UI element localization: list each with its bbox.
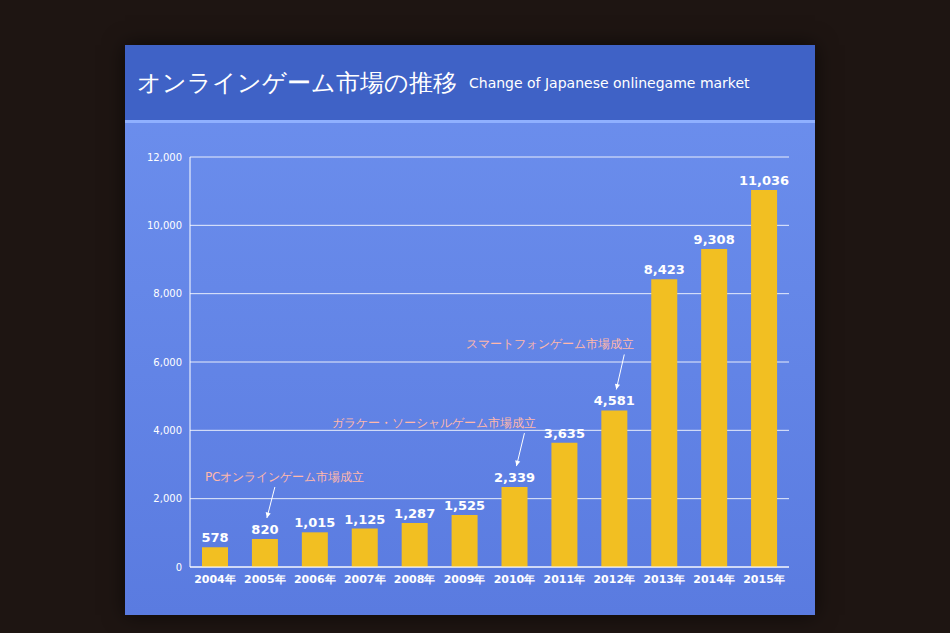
html-text:Change of Japanese onlinegame: Change of Japanese onlinegame market [469,74,750,91]
svg-text:3,635: 3,635 [544,426,585,441]
svg-text:2,000: 2,000 [153,493,182,504]
svg-text:2015年: 2015年 [743,573,785,586]
svg-text:スマートフォンゲーム市場成立: スマートフォンゲーム市場成立 [466,337,634,351]
svg-text:12,000: 12,000 [147,152,182,163]
html-text:オンラインゲーム市場の推移: オンラインゲーム市場の推移 [137,68,457,97]
svg-text:2012年: 2012年 [593,573,635,586]
svg-text:2006年: 2006年 [294,573,336,586]
svg-text:1,287: 1,287 [394,506,435,521]
svg-text:2009年: 2009年 [444,573,486,586]
svg-text:8,423: 8,423 [644,262,685,277]
svg-text:820: 820 [251,522,278,537]
svg-text:4,581: 4,581 [594,393,635,408]
svg-text:11,036: 11,036 [739,173,789,188]
svg-text:1,525: 1,525 [444,498,485,513]
svg-text:2011年: 2011年 [544,573,586,586]
svg-text:PCオンラインゲーム市場成立: PCオンラインゲーム市場成立 [205,470,365,484]
svg-text:1,015: 1,015 [294,515,335,530]
svg-text:10,000: 10,000 [147,220,182,231]
svg-text:6,000: 6,000 [153,357,182,368]
svg-text:4,000: 4,000 [153,425,182,436]
svg-text:9,308: 9,308 [694,232,735,247]
svg-text:1,125: 1,125 [344,512,385,527]
svg-text:ガラケー・ソーシャルゲーム市場成立: ガラケー・ソーシャルゲーム市場成立 [332,416,536,430]
svg-text:2008年: 2008年 [394,573,436,586]
svg-text:2010年: 2010年 [494,573,536,586]
svg-text:2005年: 2005年 [244,573,286,586]
svg-text:578: 578 [201,530,228,545]
svg-text:2007年: 2007年 [344,573,386,586]
svg-text:0: 0 [176,562,182,573]
svg-text:2004年: 2004年 [194,573,236,586]
svg-text:2,339: 2,339 [494,470,535,485]
svg-text:8,000: 8,000 [153,288,182,299]
svg-text:2014年: 2014年 [693,573,735,586]
svg-text:2013年: 2013年 [643,573,685,586]
